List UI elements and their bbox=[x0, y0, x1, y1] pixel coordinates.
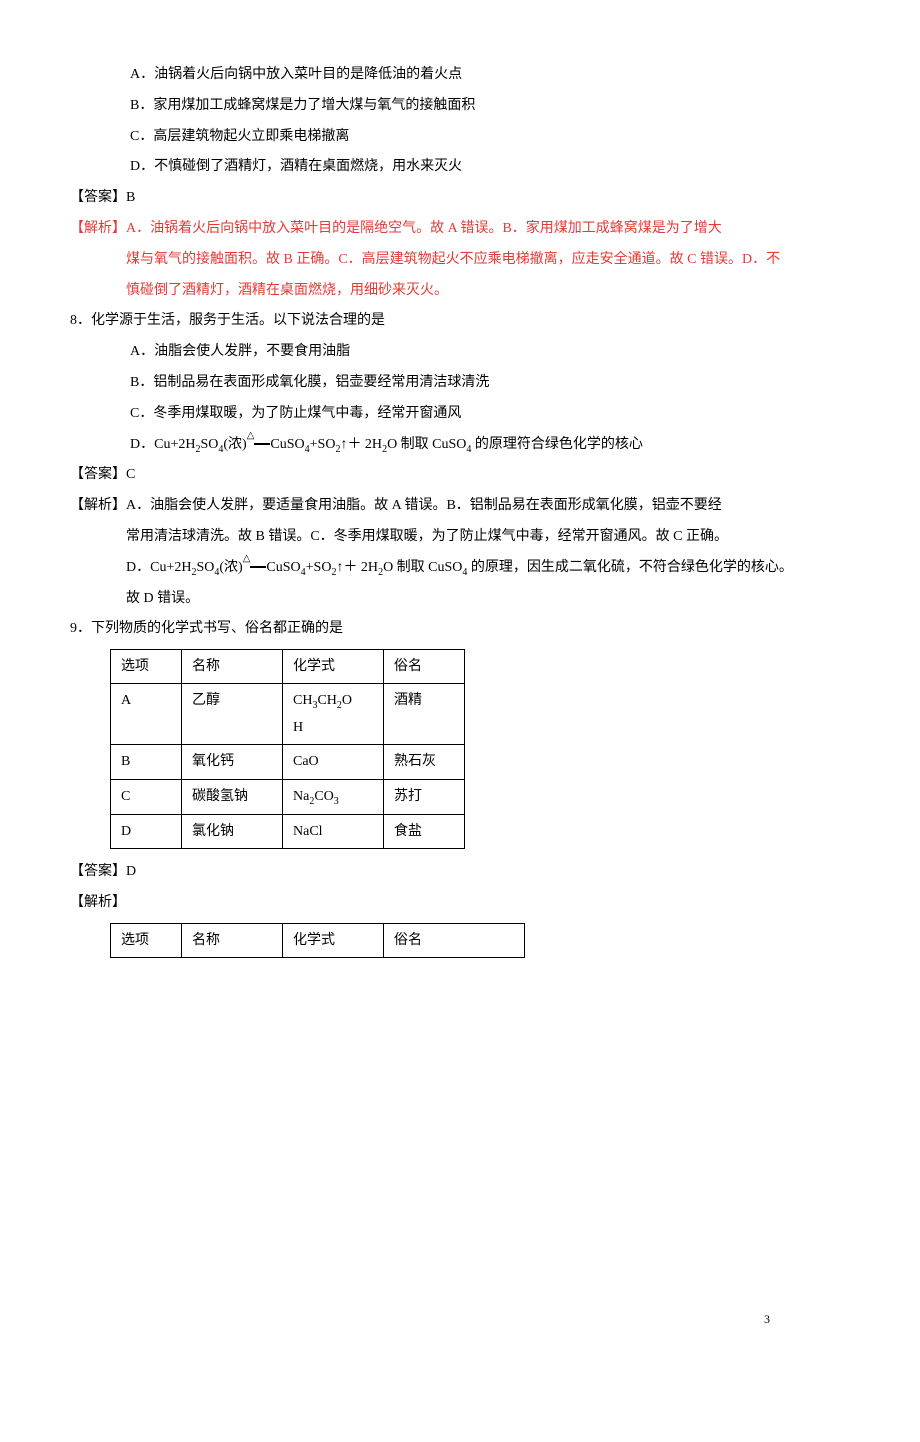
cell-formula: NaCl bbox=[283, 815, 384, 849]
q8-analysis-line2: 常用清洁球清洗。故 B 错误。C．冬季用煤取暖，为了防止煤气中毒，经常开窗通风。… bbox=[70, 522, 850, 553]
cell-formula: CH3CH2OH bbox=[283, 684, 384, 745]
q7-option-a: A．油锅着火后向锅中放入菜叶目的是降低油的着火点 bbox=[70, 60, 850, 91]
th-opt: 选项 bbox=[111, 650, 182, 684]
q9-analysis-label: 【解析】 bbox=[70, 888, 850, 919]
q8-d-post: ↑＋ 2H bbox=[340, 437, 382, 452]
q8-analysis-line1: 【解析】A．油脂会使人发胖，要适量食用油脂。故 A 错误。B．铝制品易在表面形成… bbox=[70, 491, 850, 522]
triangle-icon: △ bbox=[247, 430, 255, 441]
reaction-arrow-icon bbox=[250, 566, 266, 568]
cell-opt: D bbox=[111, 815, 182, 849]
cell-formula: Na2CO3 bbox=[283, 779, 384, 815]
th-name: 名称 bbox=[182, 650, 283, 684]
th-name: 名称 bbox=[182, 924, 283, 958]
q8-analysis-line3: D．Cu+2H2SO4(浓)△CuSO4+SO2↑＋ 2H2O 制取 CuSO4… bbox=[70, 553, 850, 584]
th-common: 俗名 bbox=[384, 924, 525, 958]
table-row: 选项 名称 化学式 俗名 bbox=[111, 924, 525, 958]
analysis-label: 【解析】 bbox=[70, 221, 126, 236]
q7-option-c: C．高层建筑物起火立即乘电梯撤离 bbox=[70, 122, 850, 153]
th-common: 俗名 bbox=[384, 650, 465, 684]
cell-name: 碳酸氢钠 bbox=[182, 779, 283, 815]
q8-option-b: B．铝制品易在表面形成氧化膜，铝壶要经常用清洁球清洗 bbox=[70, 368, 850, 399]
q8-d-so2: +SO bbox=[310, 437, 336, 452]
q8-option-c: C．冬季用煤取暖，为了防止煤气中毒，经常开窗通风 bbox=[70, 399, 850, 430]
cell-common: 酒精 bbox=[384, 684, 465, 745]
cell-opt: C bbox=[111, 779, 182, 815]
cell-common: 熟石灰 bbox=[384, 745, 465, 779]
q9-stem: 9．下列物质的化学式书写、俗名都正确的是 bbox=[70, 614, 850, 645]
th-formula: 化学式 bbox=[283, 650, 384, 684]
q8-option-a: A．油脂会使人发胖，不要食用油脂 bbox=[70, 337, 850, 368]
q8-ad-conc: (浓) bbox=[219, 560, 242, 575]
triangle-icon: △ bbox=[243, 553, 251, 564]
q7-analysis-line2: 煤与氧气的接触面积。故 B 正确。C．高层建筑物起火不应乘电梯撤离，应走安全通道… bbox=[70, 245, 850, 276]
q9-table: 选项 名称 化学式 俗名 A 乙醇 CH3CH2OH 酒精 B 氧化钙 CaO … bbox=[110, 649, 465, 849]
reaction-arrow-icon bbox=[254, 443, 270, 445]
q8-answer: 【答案】C bbox=[70, 460, 850, 491]
cell-name: 氧化钙 bbox=[182, 745, 283, 779]
q8-ad-end: 的原理，因生成二氧化硫，不符合绿色化学的核心。 bbox=[467, 560, 793, 575]
q7-analysis-b: B．家用煤加工成蜂窝煤是为了增大 bbox=[502, 221, 721, 236]
th-opt: 选项 bbox=[111, 924, 182, 958]
cell-common: 苏打 bbox=[384, 779, 465, 815]
cell-common: 食盐 bbox=[384, 815, 465, 849]
q8-ad-cuso4: CuSO bbox=[266, 560, 300, 575]
q8-d-pre: D．Cu+2H bbox=[130, 437, 195, 452]
cell-formula: CaO bbox=[283, 745, 384, 779]
table-row: B 氧化钙 CaO 熟石灰 bbox=[111, 745, 465, 779]
q8-ad-so2: +SO bbox=[306, 560, 332, 575]
q8-d-end: 的原理符合绿色化学的核心 bbox=[471, 437, 643, 452]
th-formula: 化学式 bbox=[283, 924, 384, 958]
analysis-label: 【解析】 bbox=[70, 498, 126, 513]
page-number: 3 bbox=[764, 1306, 770, 1332]
q8-d-cuso4: CuSO bbox=[270, 437, 304, 452]
q8-d-so4: SO bbox=[200, 437, 218, 452]
cell-opt: B bbox=[111, 745, 182, 779]
q8-option-d: D．Cu+2H2SO4(浓)△CuSO4+SO2↑＋ 2H2O 制取 CuSO4… bbox=[70, 430, 850, 461]
cell-opt: A bbox=[111, 684, 182, 745]
cell-name: 氯化钠 bbox=[182, 815, 283, 849]
q8-ad-mid: O 制取 CuSO bbox=[383, 560, 462, 575]
q7-answer: 【答案】B bbox=[70, 183, 850, 214]
q9-answer: 【答案】D bbox=[70, 857, 850, 888]
q7-option-d: D．不慎碰倒了酒精灯，酒精在桌面燃烧，用水来灭火 bbox=[70, 152, 850, 183]
q7-analysis-line1: 【解析】A．油锅着火后向锅中放入菜叶目的是隔绝空气。故 A 错误。B．家用煤加工… bbox=[70, 214, 850, 245]
table-row: 选项 名称 化学式 俗名 bbox=[111, 650, 465, 684]
cell-name: 乙醇 bbox=[182, 684, 283, 745]
table-row: A 乙醇 CH3CH2OH 酒精 bbox=[111, 684, 465, 745]
q8-ad-pre: D．Cu+2H bbox=[126, 560, 191, 575]
q8-ad-so4: SO bbox=[196, 560, 214, 575]
q8-d-o: O 制取 CuSO bbox=[387, 437, 466, 452]
q8-d-conc: (浓) bbox=[223, 437, 246, 452]
q7-analysis-line3: 慎碰倒了酒精灯，酒精在桌面燃烧，用细砂来灭火。 bbox=[70, 276, 850, 307]
gas-arrow: ↑＋ 2H bbox=[336, 560, 378, 575]
table-row: D 氯化钠 NaCl 食盐 bbox=[111, 815, 465, 849]
q7-analysis-a: A．油锅着火后向锅中放入菜叶目的是隔绝空气。故 A 错误。 bbox=[126, 221, 502, 236]
q8-analysis-a: A．油脂会使人发胖，要适量食用油脂。故 A 错误。B．铝制品易在表面形成氧化膜，… bbox=[126, 498, 722, 513]
q8-analysis-line4: 故 D 错误。 bbox=[70, 584, 850, 615]
q8-stem: 8．化学源于生活，服务于生活。以下说法合理的是 bbox=[70, 306, 850, 337]
q9-analysis-table: 选项 名称 化学式 俗名 bbox=[110, 923, 525, 958]
q7-option-b: B．家用煤加工成蜂窝煤是力了增大煤与氧气的接触面积 bbox=[70, 91, 850, 122]
table-row: C 碳酸氢钠 Na2CO3 苏打 bbox=[111, 779, 465, 815]
